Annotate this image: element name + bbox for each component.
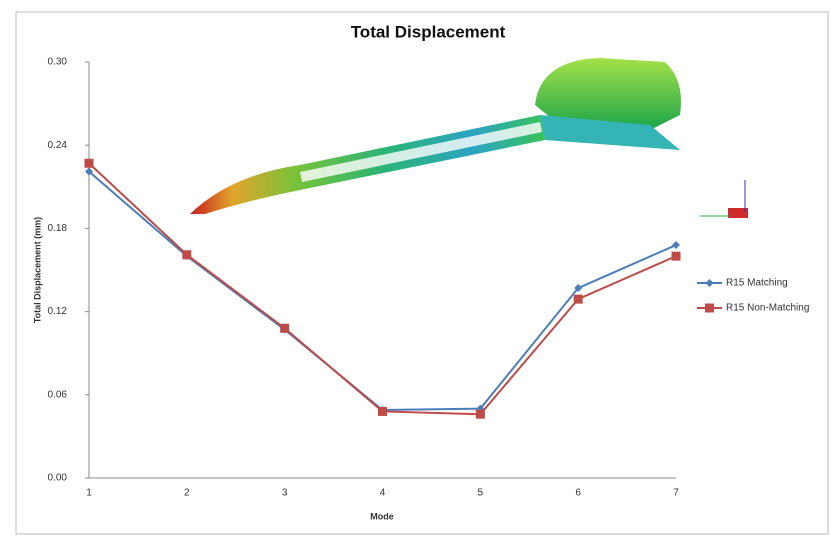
y-tick-label: 0.18 <box>48 223 68 234</box>
page: Total Displacement Mode Total Displaceme… <box>0 0 831 538</box>
point <box>378 407 387 416</box>
x-tick-label: 4 <box>380 488 386 499</box>
chart-title: Total Displacement <box>351 22 506 41</box>
y-tick-label: 0.00 <box>48 473 68 484</box>
point <box>574 295 583 304</box>
x-tick-label: 6 <box>575 488 581 499</box>
x-tick-label: 5 <box>478 488 484 499</box>
point <box>476 410 485 419</box>
point <box>182 250 191 259</box>
y-tick-label: 0.06 <box>48 389 68 400</box>
legend-label: R15 Non-Matching <box>726 303 809 314</box>
point <box>85 159 94 168</box>
point <box>705 304 714 313</box>
point <box>280 324 289 333</box>
x-tick-label: 1 <box>86 488 92 499</box>
y-axis-label: Total Displacement (mm) <box>32 217 42 323</box>
x-tick-label: 3 <box>282 488 288 499</box>
x-tick-label: 2 <box>184 488 190 499</box>
y-tick-label: 0.12 <box>48 306 68 317</box>
y-tick-label: 0.30 <box>48 57 68 68</box>
legend-label: R15 Matching <box>726 278 788 289</box>
point <box>672 252 681 261</box>
y-tick-label: 0.24 <box>48 140 68 151</box>
x-axis-label: Mode <box>370 511 394 521</box>
chart: Total Displacement Mode Total Displaceme… <box>0 0 831 538</box>
chart-frame <box>16 12 828 534</box>
x-tick-label: 7 <box>673 488 679 499</box>
